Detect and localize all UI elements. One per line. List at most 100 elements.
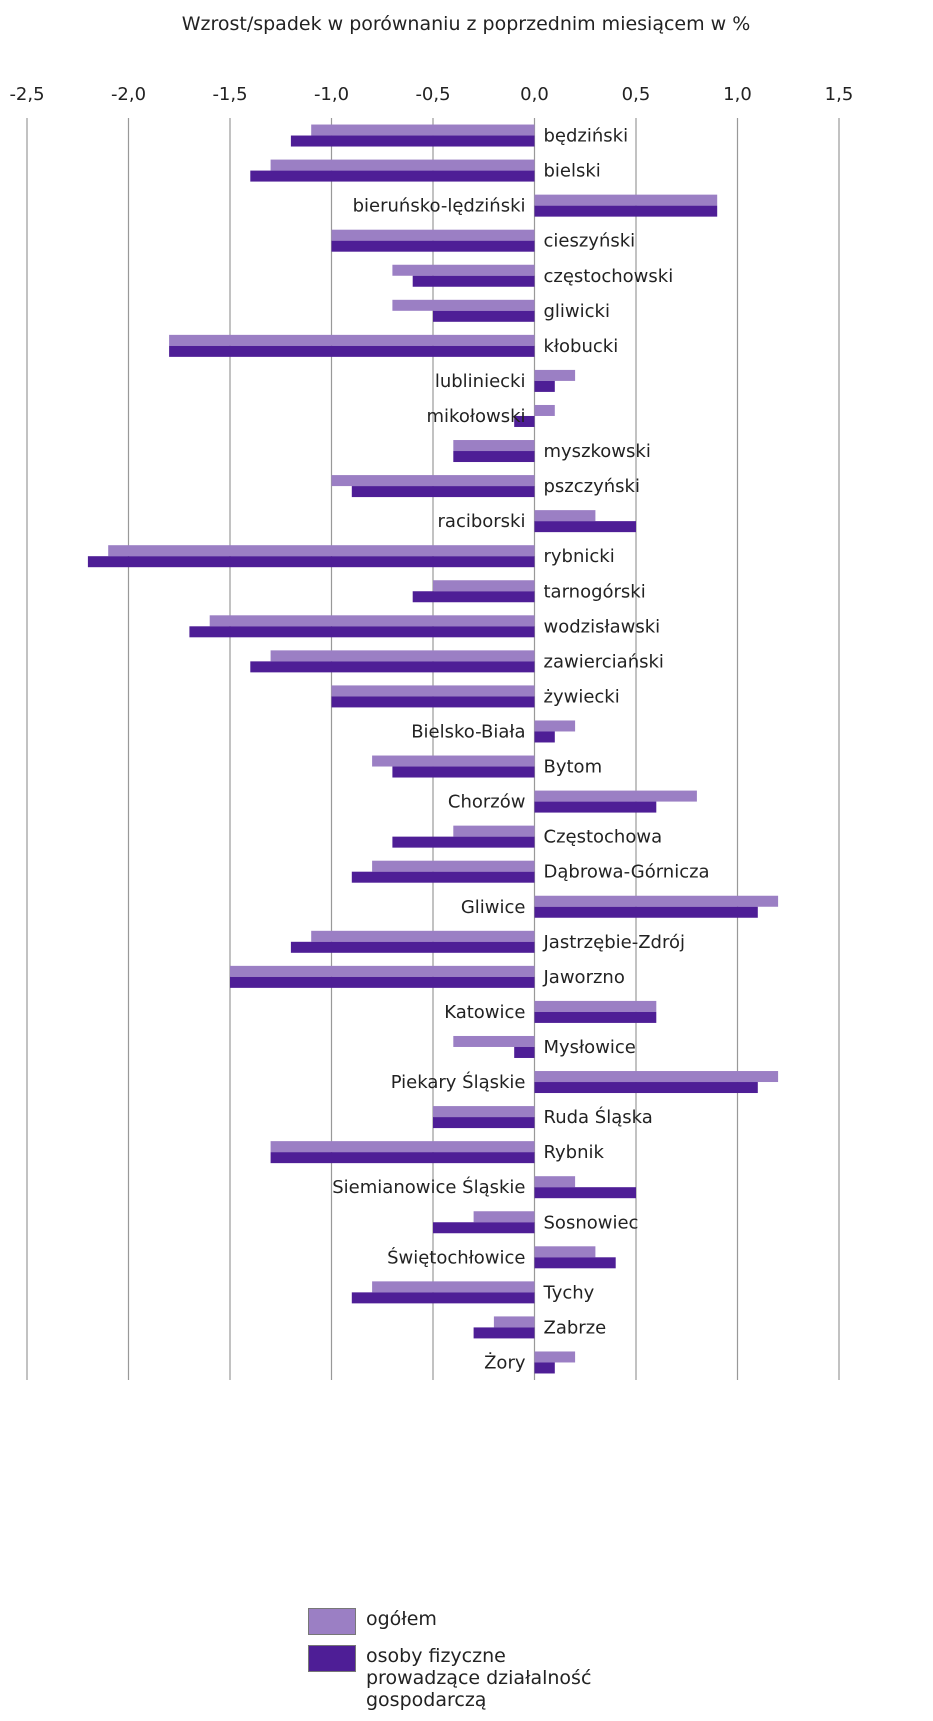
category-label: będziński [544,126,629,147]
bar [433,1222,535,1234]
bar [453,1035,535,1047]
bar [270,159,535,171]
bar [473,1211,535,1223]
bar [433,1117,535,1129]
bar [270,1152,535,1164]
bar [453,825,535,837]
bar [392,836,535,848]
bar [392,766,535,778]
bar [534,369,576,381]
bar [534,205,718,217]
bar [250,170,535,182]
category-label: Rybnik [544,1142,605,1163]
category-label: Jaworzno [543,967,625,988]
x-tick-label: -1,0 [314,84,349,105]
x-tick-label: -1,5 [212,84,247,105]
bar [534,404,555,416]
category-label: Sosnowiec [544,1212,639,1233]
category-label: raciborski [438,511,526,532]
x-tick-label: -2,5 [9,84,44,105]
category-label: Żory [484,1352,526,1373]
bar [534,510,596,522]
x-tick-label: 0,0 [520,84,549,105]
category-label: Ruda Śląska [544,1106,653,1128]
bar [453,451,535,463]
category-label: lubliniecki [435,371,526,392]
bar [534,731,555,743]
x-tick-label: -2,0 [111,84,146,105]
legend-item-ogolem: ogółem [308,1608,591,1635]
bar [473,1327,535,1339]
bar [331,696,535,708]
category-label: pszczyński [544,476,640,497]
bar [534,1000,657,1012]
category-label: myszkowski [544,441,651,462]
bar [534,895,779,907]
bar [270,650,535,662]
bar [351,871,535,883]
bar [230,965,535,977]
category-label: Świętochłowice [387,1246,525,1268]
bar [534,1246,596,1258]
bar [331,475,535,487]
category-label: częstochowski [544,266,674,287]
bar [534,790,697,802]
bar [250,661,535,673]
category-label: mikołowski [427,406,526,427]
bar [534,720,576,732]
legend: ogółem osoby fizyczne prowadzące działal… [308,1608,591,1721]
bar [189,626,535,638]
bar [108,545,535,557]
category-label: Dąbrowa-Górnicza [544,862,710,883]
legend-swatch-ogolem [308,1608,356,1635]
category-label: Piekary Śląskie [391,1071,526,1093]
bar [169,334,535,346]
bar [534,1257,616,1269]
x-tick-label: 0,5 [622,84,651,105]
bar [433,1106,535,1118]
bar [493,1316,535,1328]
bar [372,860,535,872]
bar [534,801,657,813]
legend-item-osoby-fizyczne: osoby fizyczne prowadzące działalność go… [308,1645,591,1711]
bars [87,124,779,1374]
bar [270,1141,535,1153]
bar [351,486,535,498]
category-label: tarnogórski [544,581,646,602]
category-label: Katowice [444,1002,525,1023]
bar [534,194,718,206]
category-label: Siemianowice Śląskie [332,1176,525,1198]
bar [433,310,535,322]
bar [534,1082,758,1094]
bar [372,1281,535,1293]
category-label: Zabrze [544,1317,607,1338]
legend-label-ogolem: ogółem [366,1608,437,1630]
bar [290,135,535,147]
x-tick-label: 1,0 [723,84,752,105]
bar [412,275,535,287]
legend-swatch-osoby-fizyczne [308,1645,356,1672]
bar [534,380,555,392]
bar [534,1362,555,1374]
category-label: Mysłowice [544,1037,636,1058]
bar [331,229,535,241]
bar [412,591,535,603]
bar [534,1176,576,1188]
bar [534,1187,636,1199]
bar [290,941,535,953]
bar [351,1292,535,1304]
bar [534,1071,779,1083]
bar [169,345,535,357]
bar [534,1351,576,1363]
category-label: Częstochowa [544,827,663,848]
category-label: Bytom [544,757,603,778]
bar [331,685,535,697]
bar [433,580,535,592]
category-label: zawierciański [544,651,664,672]
x-tick-label: -0,5 [415,84,450,105]
bar [514,415,535,427]
category-label: gliwicki [544,301,610,322]
bar [392,299,535,311]
chart-title: Wzrost/spadek w porównaniu z poprzednim … [182,13,751,35]
bar [209,615,535,627]
